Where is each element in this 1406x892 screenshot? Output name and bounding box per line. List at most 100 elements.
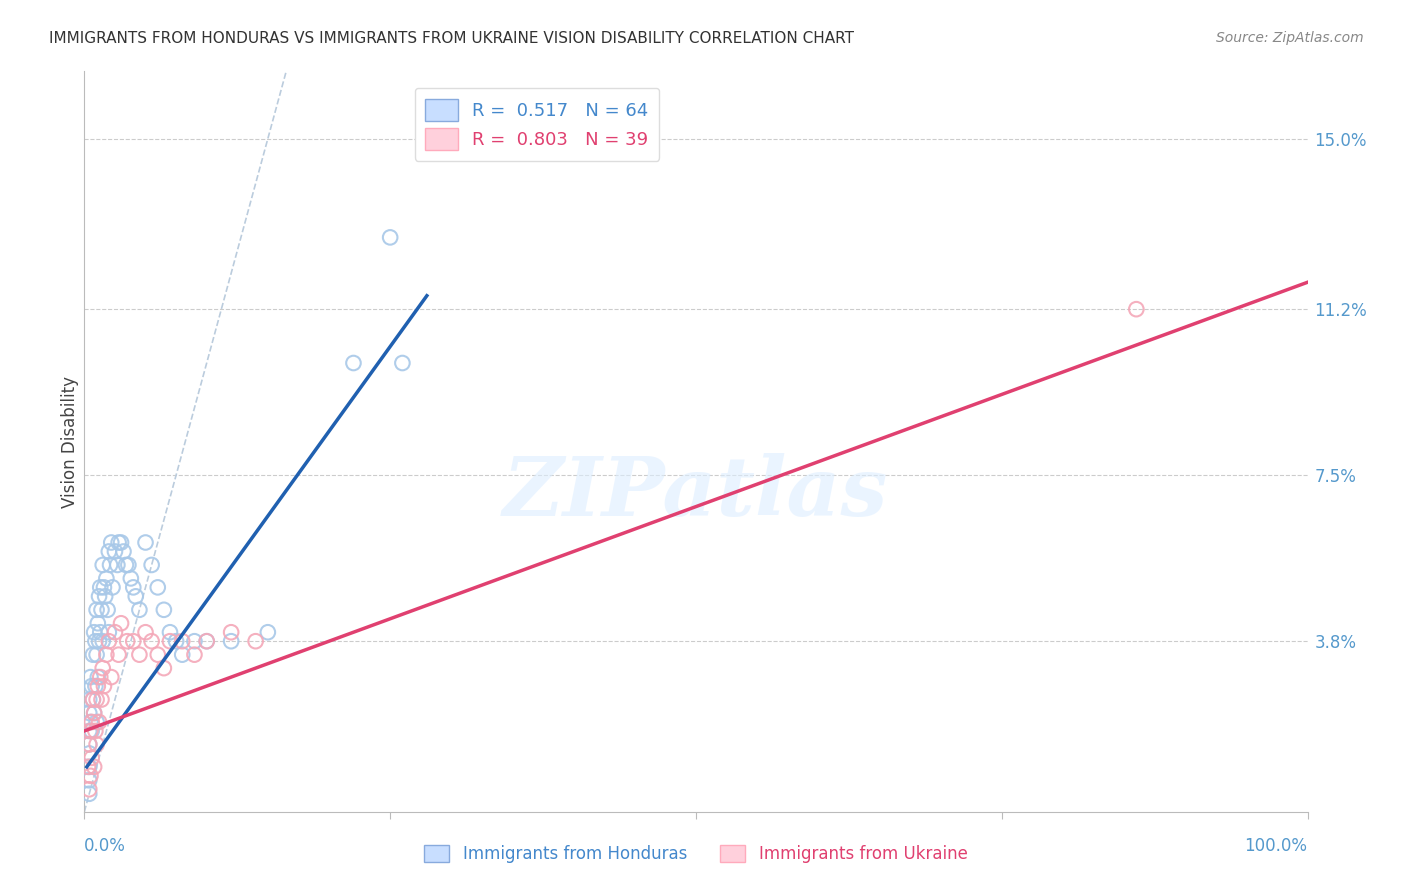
Point xyxy=(84,679,107,693)
Point xyxy=(83,625,105,640)
Point xyxy=(110,535,132,549)
Point xyxy=(195,634,218,648)
Point xyxy=(115,634,138,648)
Point xyxy=(153,603,176,617)
Point xyxy=(77,738,100,752)
Point xyxy=(128,603,150,617)
Point xyxy=(97,625,120,640)
Point xyxy=(90,603,112,617)
Point xyxy=(105,558,128,572)
Point xyxy=(122,634,145,648)
Point xyxy=(77,747,100,761)
Text: 100.0%: 100.0% xyxy=(1244,837,1308,855)
Point xyxy=(110,616,132,631)
Point xyxy=(100,535,122,549)
Point xyxy=(97,634,120,648)
Point xyxy=(135,535,157,549)
Point xyxy=(107,648,129,662)
Point xyxy=(96,571,118,585)
Point xyxy=(146,580,169,594)
Point xyxy=(80,751,103,765)
Point xyxy=(77,738,100,752)
Point xyxy=(86,692,108,706)
Point xyxy=(77,787,100,801)
Point xyxy=(128,648,150,662)
Point xyxy=(93,580,115,594)
Point xyxy=(165,634,187,648)
Point xyxy=(79,769,101,783)
Point xyxy=(77,760,100,774)
Point xyxy=(87,616,110,631)
Point xyxy=(219,625,242,640)
Point xyxy=(80,679,103,693)
Point xyxy=(257,625,280,640)
Point xyxy=(77,723,100,738)
Point xyxy=(87,714,110,729)
Point xyxy=(172,634,194,648)
Point xyxy=(104,544,127,558)
Point xyxy=(122,580,145,594)
Point xyxy=(183,634,205,648)
Point xyxy=(86,603,108,617)
Point xyxy=(79,714,101,729)
Point xyxy=(77,760,100,774)
Text: ZIPatlas: ZIPatlas xyxy=(503,453,889,533)
Text: 0.0%: 0.0% xyxy=(84,837,127,855)
Point xyxy=(97,544,120,558)
Point xyxy=(91,634,114,648)
Point xyxy=(141,558,163,572)
Point xyxy=(86,648,108,662)
Text: Source: ZipAtlas.com: Source: ZipAtlas.com xyxy=(1216,31,1364,45)
Point xyxy=(101,580,124,594)
Point xyxy=(84,723,107,738)
Point xyxy=(77,706,100,720)
Point xyxy=(83,760,105,774)
Point xyxy=(245,634,267,648)
Point xyxy=(98,558,121,572)
Point xyxy=(146,648,169,662)
Point xyxy=(79,723,101,738)
Point xyxy=(183,648,205,662)
Point xyxy=(89,670,111,684)
Point xyxy=(195,634,218,648)
Point xyxy=(83,706,105,720)
Point xyxy=(82,692,104,706)
Point xyxy=(172,648,194,662)
Point xyxy=(89,580,111,594)
Point xyxy=(159,625,181,640)
Point xyxy=(87,670,110,684)
Point xyxy=(77,782,100,797)
Point xyxy=(107,535,129,549)
Text: IMMIGRANTS FROM HONDURAS VS IMMIGRANTS FROM UKRAINE VISION DISABILITY CORRELATIO: IMMIGRANTS FROM HONDURAS VS IMMIGRANTS F… xyxy=(49,31,855,46)
Point xyxy=(87,634,110,648)
Point xyxy=(159,634,181,648)
Point xyxy=(219,634,242,648)
Point xyxy=(117,558,139,572)
Point xyxy=(90,692,112,706)
Point xyxy=(115,558,138,572)
Point xyxy=(120,571,142,585)
Point xyxy=(82,648,104,662)
Point xyxy=(87,679,110,693)
Point xyxy=(93,679,115,693)
Point xyxy=(79,670,101,684)
Point xyxy=(94,590,117,604)
Point xyxy=(153,661,176,675)
Point xyxy=(112,544,135,558)
Point xyxy=(97,603,120,617)
Point xyxy=(96,648,118,662)
Point xyxy=(86,714,108,729)
Point xyxy=(80,714,103,729)
Point xyxy=(91,661,114,675)
Y-axis label: Vision Disability: Vision Disability xyxy=(62,376,80,508)
Point xyxy=(89,625,111,640)
Point xyxy=(380,230,402,244)
Point xyxy=(87,590,110,604)
Point xyxy=(100,670,122,684)
Legend: Immigrants from Honduras, Immigrants from Ukraine: Immigrants from Honduras, Immigrants fro… xyxy=(418,838,974,870)
Point xyxy=(141,634,163,648)
Point xyxy=(391,356,413,370)
Point xyxy=(83,706,105,720)
Point xyxy=(104,625,127,640)
Point xyxy=(125,590,148,604)
